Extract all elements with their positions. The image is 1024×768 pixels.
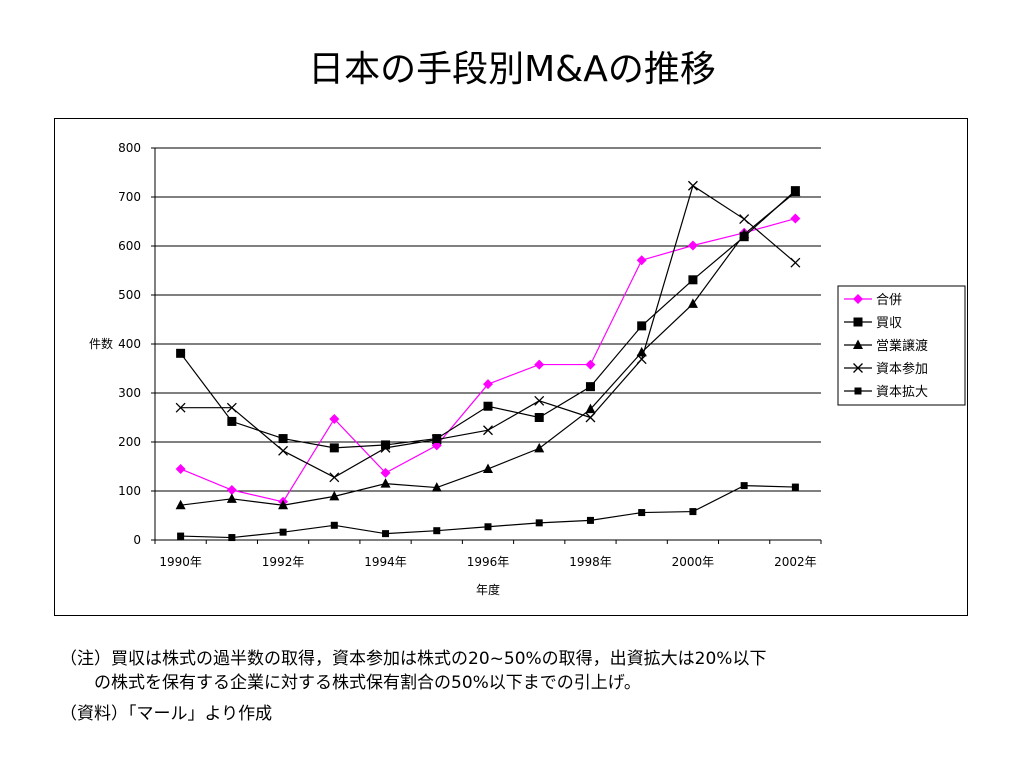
data-point-series-3 bbox=[790, 186, 801, 197]
legend-marker-1 bbox=[853, 294, 863, 304]
data-point-series-3 bbox=[636, 346, 647, 357]
y-tick-label: 300 bbox=[118, 386, 141, 400]
data-point-series-2 bbox=[483, 401, 493, 411]
footnote-line-1: （注）買収は株式の過半数の取得，資本参加は株式の20~50%の取得，出資拡大は2… bbox=[60, 649, 767, 669]
source-note: （資料）「マール」より作成 bbox=[60, 704, 273, 724]
data-point-series-5 bbox=[740, 482, 748, 490]
legend-marker-3 bbox=[853, 339, 863, 349]
data-point-series-5 bbox=[279, 528, 287, 536]
data-point-series-5 bbox=[484, 523, 492, 531]
data-point-series-1 bbox=[790, 213, 801, 224]
data-point-series-3 bbox=[687, 298, 698, 308]
x-tick-label: 1998年 bbox=[569, 555, 612, 569]
data-point-series-2 bbox=[329, 443, 339, 453]
data-point-series-3 bbox=[483, 463, 493, 473]
data-point-series-4 bbox=[636, 354, 647, 365]
data-point-series-1 bbox=[585, 359, 596, 370]
y-tick-label: 600 bbox=[118, 239, 141, 253]
legend-marker-2 bbox=[853, 317, 863, 327]
data-point-series-5 bbox=[330, 521, 338, 529]
data-point-series-5 bbox=[535, 519, 543, 527]
legend-label: 買収 bbox=[876, 316, 902, 331]
y-tick-label: 200 bbox=[118, 435, 141, 449]
x-tick-label: 1992年 bbox=[262, 555, 305, 569]
data-point-series-1 bbox=[329, 413, 340, 424]
data-point-series-3 bbox=[431, 482, 442, 492]
data-point-series-5 bbox=[638, 509, 646, 517]
data-point-series-3 bbox=[278, 499, 289, 510]
data-point-series-2 bbox=[227, 416, 237, 426]
line-chart: 0 100 200 300 400 500 600 700 800 1990年 1992年 1994年… bbox=[89, 141, 966, 597]
series-line-4 bbox=[180, 184, 796, 478]
legend-label: 合併 bbox=[876, 293, 902, 308]
y-axis-title: 件数 bbox=[89, 336, 113, 351]
footnote-line-2: の株式を保有する企業に対する株式保有割合の50%以下までの引上げ。 bbox=[94, 673, 641, 693]
data-point-series-4 bbox=[483, 425, 493, 436]
data-point-series-4 bbox=[687, 180, 698, 191]
legend-label: 資本拡大 bbox=[876, 385, 928, 400]
data-point-series-4 bbox=[790, 257, 801, 268]
legend-label: 営業譲渡 bbox=[876, 338, 928, 354]
data-point-series-3 bbox=[585, 403, 596, 414]
data-point-series-1 bbox=[380, 467, 391, 478]
y-tick-label: 400 bbox=[118, 337, 141, 351]
data-point-series-3 bbox=[534, 442, 545, 453]
data-point-series-1 bbox=[687, 240, 698, 251]
x-tick-label: 1990年 bbox=[159, 555, 202, 569]
y-tick-label: 800 bbox=[118, 141, 141, 155]
data-point-series-4 bbox=[431, 434, 442, 445]
data-point-series-4 bbox=[739, 214, 750, 225]
data-point-series-4 bbox=[226, 402, 237, 413]
data-point-series-5 bbox=[586, 516, 594, 524]
chart-area: 0 100 200 300 400 500 600 700 800 1990年 1992年 1994年… bbox=[54, 118, 968, 616]
data-point-series-3 bbox=[739, 228, 750, 239]
data-point-series-2 bbox=[176, 348, 186, 358]
data-point-series-1 bbox=[175, 463, 186, 474]
data-point-series-5 bbox=[791, 483, 799, 491]
legend-marker-4 bbox=[853, 363, 863, 373]
x-axis-title: 年度 bbox=[476, 582, 500, 597]
data-point-series-2 bbox=[278, 434, 288, 444]
data-point-series-4 bbox=[585, 412, 596, 423]
y-tick-label: 100 bbox=[118, 484, 141, 498]
data-point-series-3 bbox=[329, 490, 340, 501]
y-tick-label: 500 bbox=[118, 288, 141, 302]
x-tick-label: 1994年 bbox=[364, 555, 407, 569]
x-tick-label: 2002年 bbox=[774, 555, 817, 569]
legend-label: 資本参加 bbox=[876, 361, 928, 377]
x-tick-label: 1996年 bbox=[467, 555, 510, 569]
y-tick-label: 0 bbox=[133, 533, 141, 547]
data-point-series-1 bbox=[483, 379, 493, 390]
data-point-series-4 bbox=[175, 402, 186, 413]
data-point-series-2 bbox=[585, 382, 595, 392]
data-point-series-5 bbox=[433, 527, 441, 535]
series-line-1 bbox=[180, 217, 796, 503]
y-tick-label: 700 bbox=[118, 190, 141, 204]
data-point-series-3 bbox=[175, 499, 186, 510]
series-line-3 bbox=[180, 191, 796, 506]
data-point-series-5 bbox=[382, 530, 390, 538]
data-point-series-4 bbox=[534, 395, 545, 406]
data-point-series-2 bbox=[637, 321, 647, 331]
data-point-series-1 bbox=[226, 485, 237, 496]
slide-title: 日本の手段別M&Aの推移 bbox=[308, 49, 716, 90]
data-point-series-4 bbox=[278, 445, 289, 456]
data-point-series-5 bbox=[689, 508, 697, 516]
data-point-series-2 bbox=[432, 434, 442, 444]
legend-marker-5 bbox=[854, 387, 862, 395]
data-point-series-5 bbox=[228, 534, 236, 542]
data-point-series-4 bbox=[380, 442, 391, 453]
data-point-series-2 bbox=[688, 275, 698, 285]
data-point-series-5 bbox=[177, 532, 185, 540]
data-point-series-3 bbox=[380, 478, 391, 488]
x-tick-label: 2000年 bbox=[672, 555, 715, 569]
data-point-series-1 bbox=[534, 359, 545, 370]
data-point-series-2 bbox=[534, 413, 544, 422]
data-point-series-4 bbox=[329, 472, 340, 483]
data-point-series-1 bbox=[636, 255, 647, 266]
data-point-series-2 bbox=[381, 440, 391, 450]
data-point-series-3 bbox=[226, 493, 237, 503]
